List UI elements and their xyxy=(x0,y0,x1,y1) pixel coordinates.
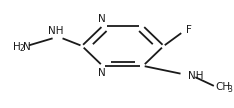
Text: H: H xyxy=(13,42,20,52)
Text: CH: CH xyxy=(216,82,231,92)
Text: N: N xyxy=(98,68,105,78)
Text: 2: 2 xyxy=(19,44,24,53)
Text: N: N xyxy=(98,14,105,24)
Text: F: F xyxy=(186,25,192,35)
Text: 3: 3 xyxy=(227,85,232,94)
Text: NH: NH xyxy=(188,71,204,81)
Text: NH: NH xyxy=(48,26,63,36)
Text: N: N xyxy=(23,42,30,52)
